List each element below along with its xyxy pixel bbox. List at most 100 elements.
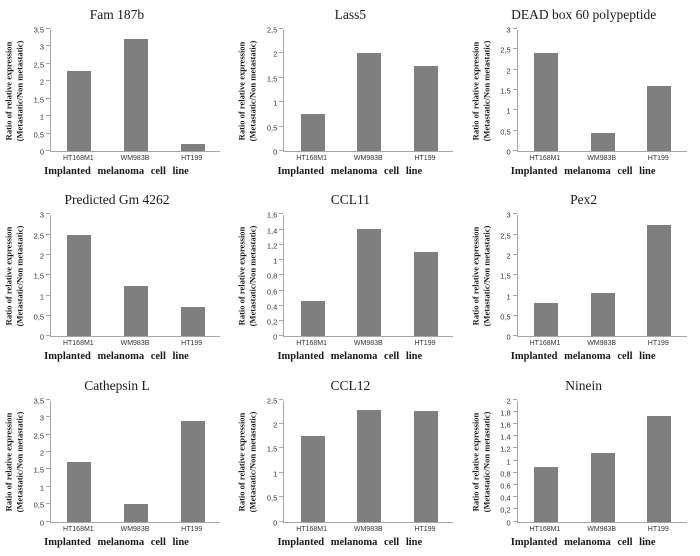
y-tick-mark bbox=[512, 48, 517, 50]
y-tick-label: 1 bbox=[273, 256, 278, 266]
y-tick-mark bbox=[46, 213, 50, 215]
y-tick-label: 0,8 bbox=[266, 271, 278, 281]
chart-title: Ninein bbox=[565, 377, 603, 393]
y-tick-label: 3 bbox=[506, 210, 511, 220]
y-axis-title-line2: (Metastatic/Non metastatic) bbox=[14, 411, 24, 513]
chart-title: Fam 187b bbox=[89, 7, 145, 22]
y-tick-label: 0,2 bbox=[500, 505, 511, 515]
y-tick-label: 0,5 bbox=[33, 500, 44, 510]
bar-ht199 bbox=[413, 410, 438, 522]
chart-title: Pex2 bbox=[570, 192, 598, 208]
x-tick-label: HT199 bbox=[647, 155, 669, 162]
y-tick-mark bbox=[512, 274, 517, 276]
bar-ht199 bbox=[180, 307, 205, 337]
chart-cathepsin-l: Cathepsin L Ratio of relative expression(… bbox=[0, 371, 233, 556]
y-tick-label: 0,2 bbox=[266, 317, 278, 327]
plot-area: 0 0,5 1 1,5 2 2,5 3 bbox=[500, 26, 687, 157]
y-axis-title-text: Ratio of relative expression (Metastatic/… bbox=[3, 16, 24, 166]
y-axis-title-line2: (Metastatic/Non metastatic) bbox=[247, 411, 258, 513]
x-tick-label: WM983B bbox=[120, 155, 150, 162]
y-tick-mark bbox=[279, 125, 284, 127]
y-tick-mark bbox=[46, 274, 50, 276]
chart-title: Predicted Gm 4262 bbox=[64, 192, 170, 208]
plot-area: 0 0,5 1 1,5 2 2,5 3 bbox=[500, 211, 687, 342]
y-axis-title-line1: Ratio of relative expression bbox=[470, 41, 481, 141]
chart-title: DEAD box 60 polypeptide bbox=[511, 7, 657, 22]
y-tick-label: 0,5 bbox=[266, 493, 278, 503]
y-tick-label: 0,5 bbox=[500, 312, 511, 322]
x-tick-label: WM983B bbox=[587, 155, 617, 162]
y-tick-label: 0,4 bbox=[266, 302, 278, 312]
y-tick-mark bbox=[46, 520, 50, 522]
y-tick-label: 1 bbox=[506, 457, 511, 467]
bar-ht168m1 bbox=[533, 466, 558, 522]
x-tick-label: HT168M1 bbox=[296, 340, 328, 348]
y-axis-title-line2: (Metastatic/Non metastatic) bbox=[247, 40, 258, 142]
bar-wm983b bbox=[357, 53, 382, 151]
y-tick-mark bbox=[46, 335, 50, 337]
y-tick-label: 1,6 bbox=[500, 420, 511, 430]
x-axis-title: Implanted melanoma cell line bbox=[44, 166, 189, 177]
chart-lass5: Lass5 Ratio of relative expression (Metast… bbox=[233, 0, 466, 185]
chart-pex2: Pex2 Ratio of relative expression (Metasta… bbox=[467, 185, 700, 370]
y-tick-mark bbox=[279, 28, 284, 29]
y-tick-label: 0,5 bbox=[33, 130, 44, 140]
y-tick-label: 1,5 bbox=[33, 271, 44, 281]
x-axis-title: Implanted melanoma cell line bbox=[44, 536, 189, 548]
y-tick-mark bbox=[279, 150, 284, 151]
y-tick-mark bbox=[279, 289, 284, 291]
y-tick-mark bbox=[46, 80, 50, 82]
y-tick-mark bbox=[512, 447, 517, 449]
y-tick-label: 1,5 bbox=[33, 465, 44, 475]
y-tick-mark bbox=[46, 433, 50, 435]
bar-ht199 bbox=[413, 65, 438, 151]
y-tick-label: 3,5 bbox=[33, 396, 44, 406]
bar-wm983b bbox=[590, 292, 615, 337]
y-tick-mark bbox=[512, 471, 517, 473]
y-tick-label: 0 bbox=[506, 518, 511, 528]
bar-wm983b bbox=[590, 452, 615, 522]
y-tick-mark bbox=[279, 520, 284, 522]
y-tick-label: 0 bbox=[273, 147, 278, 157]
y-tick-mark bbox=[512, 294, 517, 296]
x-tick-label: HT168M1 bbox=[296, 155, 328, 162]
y-axis-title-line1: Ratio of relative expression bbox=[3, 412, 14, 511]
y-tick-label: 1,5 bbox=[33, 95, 44, 105]
chart-ccl11: CCL11 Ratio of relative expression (Metast… bbox=[233, 185, 466, 370]
y-tick-label: 1 bbox=[39, 112, 44, 122]
y-axis-title-line1: Ratio of relative expression bbox=[470, 227, 481, 326]
y-tick-label: 0 bbox=[273, 332, 278, 342]
y-tick-mark bbox=[512, 398, 517, 400]
y-tick-mark bbox=[46, 150, 50, 151]
bar-ht168m1 bbox=[67, 70, 92, 151]
y-tick-label: 0 bbox=[506, 332, 511, 342]
x-tick-label: HT199 bbox=[647, 340, 669, 348]
y-axis-title-line1: Ratio of relative expression bbox=[3, 227, 14, 326]
y-tick-label: 0 bbox=[273, 518, 278, 528]
y-tick-label: 1,5 bbox=[500, 86, 511, 96]
x-tick-label: HT168M1 bbox=[62, 340, 94, 348]
y-tick-mark bbox=[46, 416, 50, 418]
y-tick-label: 2 bbox=[506, 66, 511, 76]
y-tick-label: 1 bbox=[506, 292, 511, 302]
y-tick-label: 1,4 bbox=[500, 432, 511, 442]
y-tick-mark bbox=[512, 109, 517, 111]
y-tick-mark bbox=[46, 315, 50, 316]
bar-wm983b bbox=[357, 228, 382, 337]
y-tick-label: 0,6 bbox=[266, 287, 278, 297]
x-tick-label: HT199 bbox=[647, 525, 669, 533]
x-axis-title: Implanted melanoma cell line bbox=[510, 166, 656, 177]
plot-area: 0 0,5 1 1,5 2 2,5 3 3,5 bbox=[34, 396, 220, 527]
y-tick-mark bbox=[46, 62, 50, 64]
y-tick-mark bbox=[46, 398, 50, 400]
y-tick-label: 2 bbox=[39, 448, 44, 458]
y-tick-mark bbox=[512, 508, 517, 510]
bar-ht199 bbox=[647, 225, 672, 337]
y-tick-mark bbox=[512, 410, 517, 412]
y-tick-mark bbox=[512, 435, 517, 437]
x-tick-label: HT168M1 bbox=[529, 340, 561, 348]
y-axis-title-text: Ratio of relative expression (Metastatic/… bbox=[237, 201, 258, 351]
y-tick-mark bbox=[46, 503, 50, 505]
y-axis-title-line1: Ratio of relative expression bbox=[236, 227, 247, 326]
